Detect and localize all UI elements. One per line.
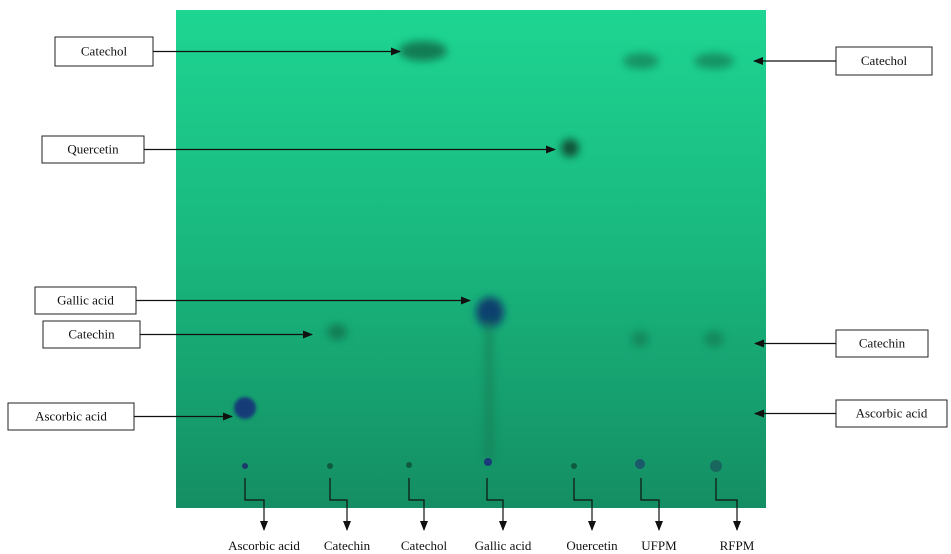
label-box xyxy=(34,286,137,315)
spots xyxy=(234,41,734,472)
label-box xyxy=(7,402,135,431)
spot-label: Catechin xyxy=(859,335,906,350)
lane-label: Catechol xyxy=(401,538,448,553)
lane-label: Gallic acid xyxy=(475,538,532,553)
label-box xyxy=(835,46,933,76)
spot-label: Catechol xyxy=(81,43,128,58)
spot-label: Ascorbic acid xyxy=(35,408,107,423)
lane-arrow xyxy=(640,478,663,531)
spot-label: Catechin xyxy=(68,326,115,341)
label-box xyxy=(41,135,145,164)
tlc-plate xyxy=(176,10,766,508)
spot-label: Catechol xyxy=(861,53,908,68)
lane-arrow xyxy=(329,478,351,531)
lane-arrow xyxy=(573,478,596,531)
lane-arrow xyxy=(486,478,507,531)
label-box xyxy=(835,399,948,428)
lane-label: UFPM xyxy=(641,538,677,553)
label-box xyxy=(835,329,929,358)
spot-label: Quercetin xyxy=(67,141,119,156)
lane-label: RFPM xyxy=(720,538,755,553)
lane-arrow xyxy=(408,478,428,531)
lane-label: Ouercetin xyxy=(566,538,618,553)
spot-label: Gallic acid xyxy=(57,292,114,307)
lane-label: Ascorbic acid xyxy=(228,538,300,553)
lane-arrow xyxy=(715,478,741,531)
label-box xyxy=(42,320,141,349)
lane-arrow xyxy=(244,478,268,531)
lane-label: Catechin xyxy=(324,538,371,553)
spot-label: Ascorbic acid xyxy=(856,405,928,420)
